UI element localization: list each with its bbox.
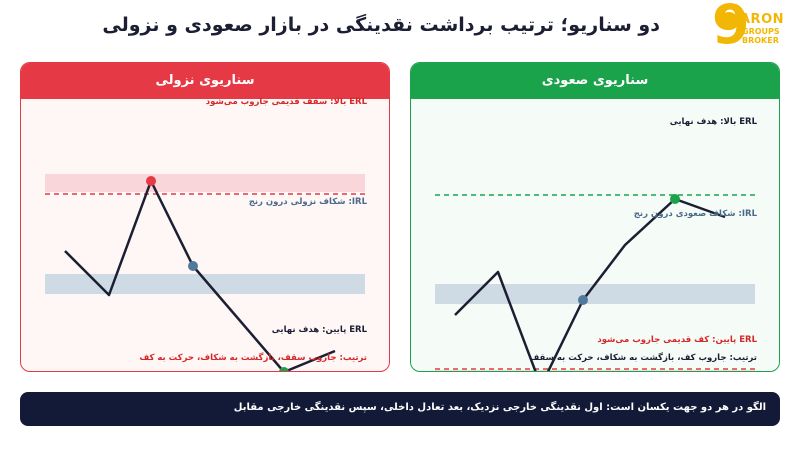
bearish-erl-high-zone bbox=[45, 174, 365, 192]
summary-text: الگو در هر دو جهت یکسان است: اول نقدینگی… bbox=[233, 402, 766, 413]
bearish-irl-point bbox=[188, 261, 198, 271]
bearish-irl-label: IRL: شکاف نزولی درون رنج bbox=[248, 197, 367, 207]
brand-logo: 9 ARON GROUPS BROKER bbox=[712, 0, 792, 54]
bullish-erl-low-zone bbox=[435, 370, 755, 371]
bearish-irl-zone bbox=[45, 274, 365, 294]
bearish-panel-header: سناریوی نزولی bbox=[21, 63, 389, 99]
summary-banner: الگو در هر دو جهت یکسان است: اول نقدینگی… bbox=[20, 392, 780, 426]
crown-icon bbox=[720, 12, 738, 30]
bullish-irl-point bbox=[578, 295, 588, 305]
bearish-erl-low-label: ERL پایین: هدف نهایی bbox=[271, 325, 367, 335]
bullish-irl-zone bbox=[435, 284, 755, 304]
logo-name: ARON bbox=[740, 12, 785, 27]
bearish-target-point bbox=[279, 367, 289, 371]
bullish-erl-low-label: ERL پایین: کف قدیمی جاروب می‌شود bbox=[597, 335, 757, 345]
bullish-erl-high-label: ERL بالا: هدف نهایی bbox=[669, 117, 757, 127]
bullish-irl-label: IRL: شکاف صعودی درون رنج bbox=[633, 209, 757, 219]
bearish-high-sweep-point bbox=[146, 176, 156, 186]
bearish-erl-high-label: ERL بالا: سقف قدیمی جاروب می‌شود bbox=[205, 97, 367, 107]
logo-subtitle: GROUPS BROKER bbox=[742, 27, 780, 45]
bearish-diagram bbox=[45, 174, 365, 371]
bullish-diagram bbox=[435, 194, 755, 371]
bearish-scenario-panel: سناریوی نزولی ERL بالا: سقف قدیمی جاروب … bbox=[20, 62, 390, 372]
page-title: دو سناریو؛ ترتیب برداشت نقدینگی در بازار… bbox=[102, 14, 660, 36]
bearish-sequence-note: ترتیب: جاروب سقف، بازگشت به شکاف، حرکت ب… bbox=[139, 353, 367, 363]
bullish-scenario-panel: سناریوی صعودی ERL بالا: هدف نهایی IRL: ش… bbox=[410, 62, 780, 372]
logo-subtitle-line2: BROKER bbox=[742, 36, 779, 45]
bearish-price-path bbox=[64, 179, 336, 371]
bullish-sequence-note: ترتیب: جاروب کف، بازگشت به شکاف، حرکت به… bbox=[529, 353, 757, 363]
bullish-target-point bbox=[670, 194, 680, 204]
logo-subtitle-line1: GROUPS bbox=[742, 27, 780, 36]
bullish-panel-header: سناریوی صعودی bbox=[411, 63, 779, 99]
